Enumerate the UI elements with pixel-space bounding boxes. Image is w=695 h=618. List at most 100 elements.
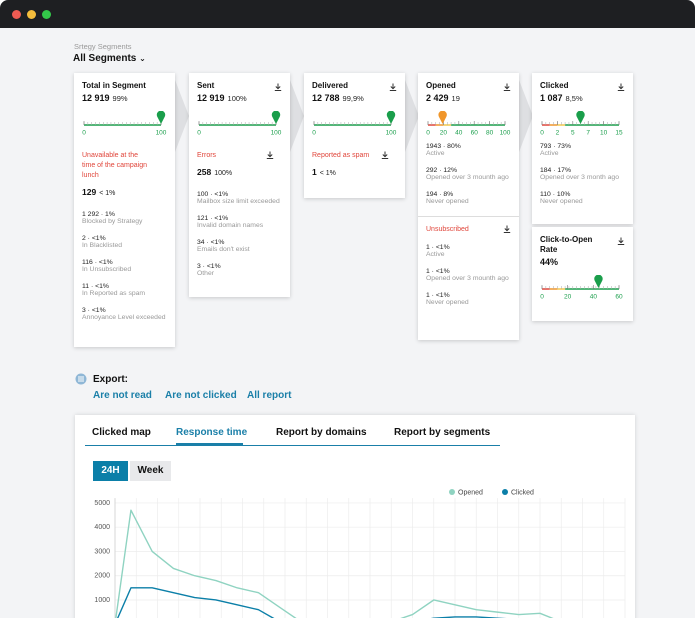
gauge-marker [594,275,603,288]
item-value: 1 · <1% [426,244,450,251]
gauge-tick-label: 60 [471,130,479,137]
minimize-button[interactable] [27,10,36,19]
tab[interactable]: Clicked map [92,427,151,438]
item-value: 110 · 10% [540,191,571,198]
report-panel [75,415,635,618]
gauge-marker [438,111,447,124]
card-title: Total in Segment [82,81,146,90]
gauge-tick-label: 2 [556,130,560,137]
series-line [115,509,554,618]
item-label: Opened over 3 mounth ago [426,174,509,181]
card-count: 1 087 [540,93,563,103]
gauge-tick-label: 0 [197,130,201,137]
gauge-tick-label: 40 [455,130,463,137]
gauge-marker [386,111,396,124]
download-icon[interactable] [266,151,274,159]
item-value: 3 · <1% [197,263,221,270]
segments-label: Srtegy Segments [74,42,132,51]
gauge-tick-label: 0 [426,130,430,137]
export-link[interactable]: Are not clicked [165,390,237,401]
item-label: Active [540,150,559,157]
gauge: 0 20 40 60 80 100 [426,111,511,137]
item-label: Mailbox size limit exceeded [197,198,280,205]
section-count-row: 1 < 1% [312,167,397,177]
tab[interactable]: Report by segments [394,427,491,438]
legend-label: Clicked [511,489,534,496]
item-value: 1 · <1% [426,268,450,275]
gauge-tick-label: 0 [312,130,316,137]
item-label: Opened over 3 month ago [540,174,619,181]
section-count: 258 [197,167,212,177]
item-value: 1 292 · 1% [82,211,115,218]
card-count-row: 44% [540,257,625,267]
section-percent: < 1% [99,190,116,197]
gauge-tick-label: 100 [156,130,167,137]
segments-dropdown[interactable]: All Segments ⌄ [73,53,146,64]
section-count-row: 129 < 1% [82,187,167,197]
card-percent: 100% [227,94,247,103]
item-value: 100 · <1% [197,191,229,198]
card-title: Sent [197,81,215,90]
card-count-row: 12 919 100% [197,93,282,103]
export-link[interactable]: All report [247,390,292,401]
item-label: In Blacklisted [82,242,123,249]
funnel-arrow [519,80,533,152]
gauge-tick-label: 80 [486,130,494,137]
gauge-tick-label: 0 [82,130,86,137]
download-icon[interactable] [503,225,511,233]
title-bar [0,0,695,28]
card-percent: 99,9% [342,94,364,103]
card-section: Unavailable at the time of the campaign … [82,151,167,322]
download-icon[interactable] [381,151,389,159]
card-count-row: 12 788 99,9% [312,93,397,103]
toggle-button[interactable]: Week [130,461,171,481]
tab[interactable]: Response time [176,427,248,438]
item-value: 292 · 12% [426,167,457,174]
card-count-row: 1 087 8,5% [540,93,625,103]
toggle-button[interactable]: 24H [93,461,128,481]
card-section: Errors 258 100% 100 · <1% Mailbox size limit… [197,151,282,278]
close-button[interactable] [12,10,21,19]
gauge-tick-label: 20 [440,130,448,137]
y-tick-label: 5000 [94,500,110,507]
item-value: 793 · 73% [540,143,571,150]
item-label: In Unsubscribed [82,266,132,273]
card-title: Click-to-Open Rate [540,235,593,254]
item-label: In Reported as spam [82,290,146,297]
item-label: Emails don't exist [197,246,250,253]
y-tick-label: 3000 [94,548,110,555]
card-count-row: 12 919 99% [82,93,167,103]
response-chart: 1000 2000 3000 4000 5000 Opened Clicked [94,489,626,618]
download-icon[interactable] [389,83,397,91]
gauge: 0 100 [82,111,167,137]
item-value: 11 · <1% [82,283,109,290]
segment-card: Delivered 12 788 99,9% 0 100 Reported as spam… [304,73,405,198]
y-tick-label: 2000 [94,573,110,580]
tabs-underline [85,445,500,446]
card-count: 12 788 [312,93,340,103]
section-title: Errors [197,152,217,159]
download-icon[interactable] [503,83,511,91]
section-title: Unavailable at the time of the campaign … [82,152,147,179]
item-label: Invalid domain names [197,222,264,229]
segments-title[interactable]: All Segments [73,53,137,64]
item-label: Never opened [426,299,469,306]
item-value: 1 · <1% [426,292,450,299]
download-icon[interactable] [274,83,282,91]
gauge-tick-label: 20 [564,294,572,301]
legend-swatch [449,489,455,495]
maximize-button[interactable] [42,10,51,19]
item-label: Never opened [426,198,469,205]
section-title: Reported as spam [312,152,370,159]
download-icon[interactable] [617,83,625,91]
item-value: 116 · <1% [82,259,113,266]
item-value: 1943 · 80% [426,143,461,150]
export-link[interactable]: Are not read [93,390,152,401]
tab[interactable]: Report by domains [276,427,367,438]
gauge-tick-label: 100 [271,130,282,137]
item-label: Never opened [540,198,583,205]
download-icon[interactable] [617,237,625,245]
item-value: 194 · 8% [426,191,454,198]
section-percent: < 1% [319,170,336,177]
card-section: 1943 · 80% Active 292 · 12% Opened over 3 m… [426,143,511,206]
